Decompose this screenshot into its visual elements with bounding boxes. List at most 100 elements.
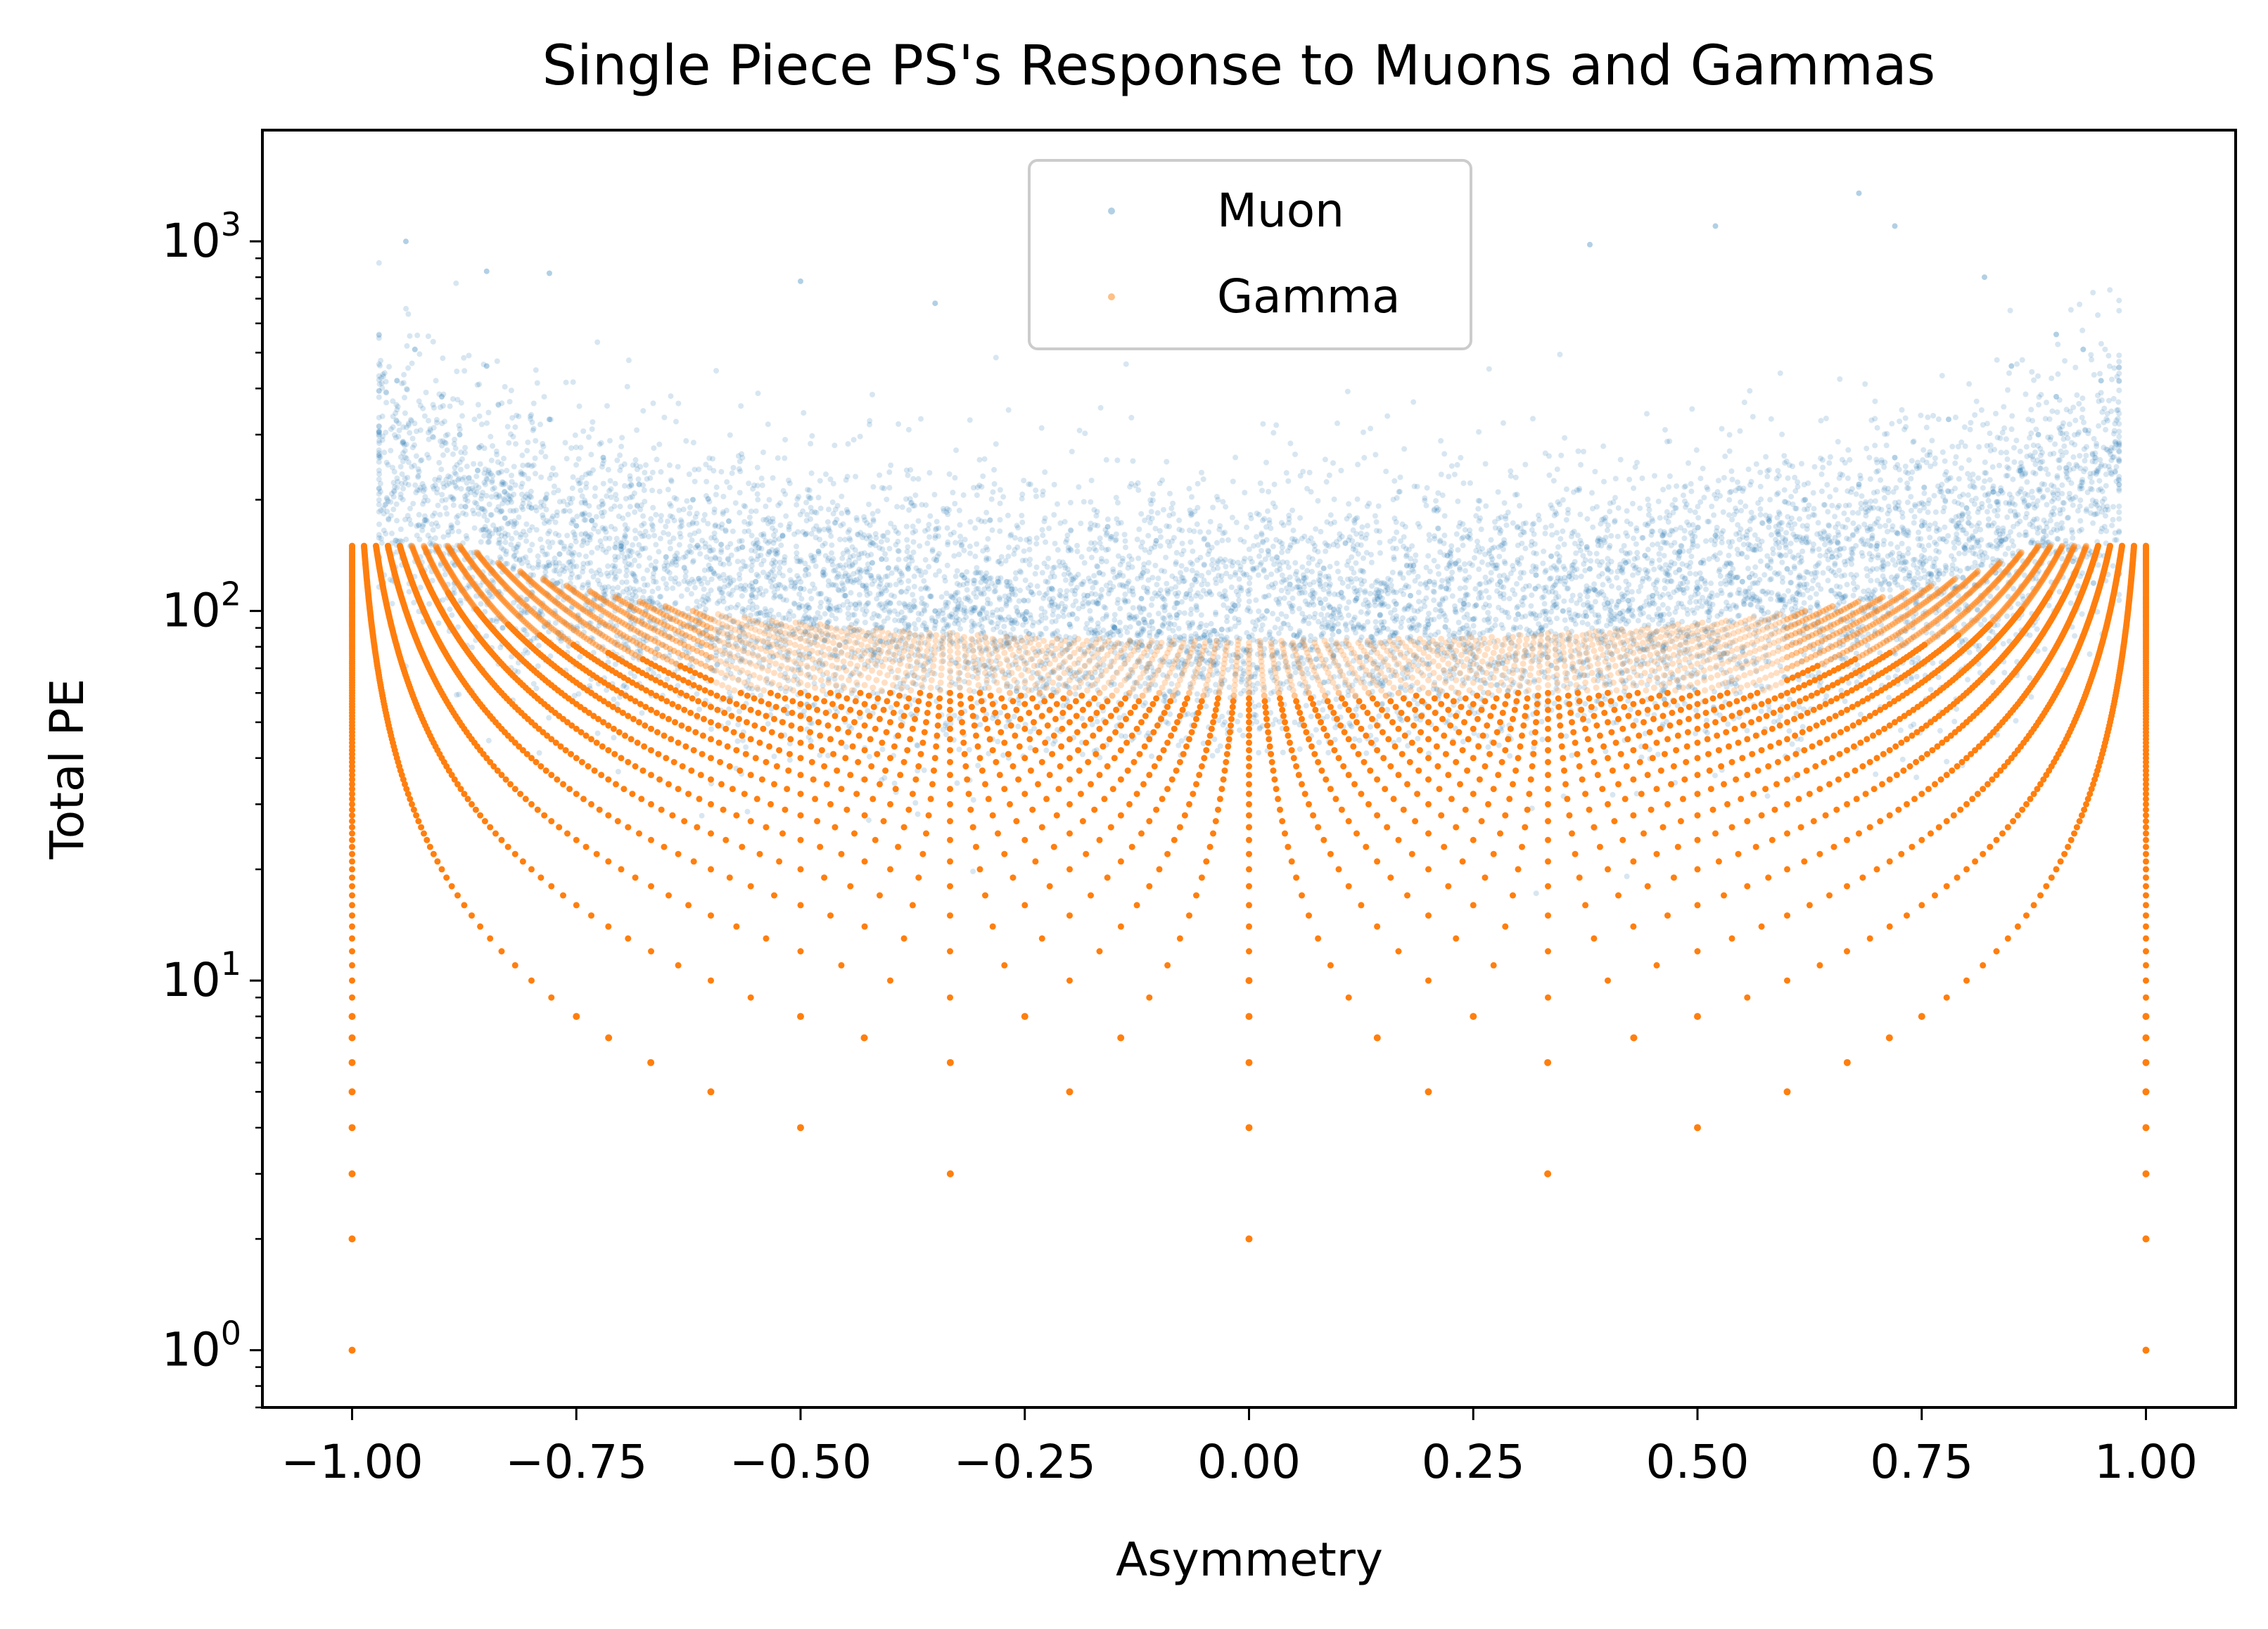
muon-point [570, 474, 576, 480]
muon-point [1063, 596, 1069, 602]
muon-point [699, 581, 705, 587]
muon-point [1449, 569, 1455, 575]
muon-point [1595, 672, 1602, 679]
muon-point [400, 485, 407, 492]
muon-point [1548, 553, 1554, 559]
muon-point [646, 555, 653, 561]
muon-point [1614, 533, 1621, 539]
muon-point [1145, 532, 1152, 539]
muon-point [1198, 594, 1204, 600]
muon-point [1993, 411, 1999, 416]
muon-point [484, 420, 490, 426]
muon-point [1695, 504, 1701, 510]
muon-point [1033, 487, 1039, 494]
muon-point [1689, 544, 1695, 551]
muon-point [832, 442, 838, 449]
muon-point [1459, 535, 1465, 542]
muon-point [2086, 428, 2092, 433]
muon-point [1487, 675, 1493, 682]
muon-point [780, 487, 786, 494]
muon-point [1584, 544, 1590, 550]
muon-point [1271, 481, 1278, 487]
muon-point [485, 596, 491, 603]
muon-point [908, 711, 915, 717]
muon-point [988, 496, 995, 502]
muon-point [1281, 595, 1287, 601]
muon-point [2041, 646, 2048, 652]
muon-point [680, 554, 687, 561]
muon-point [1396, 736, 1402, 743]
muon-point [1726, 448, 1733, 454]
muon-point [1379, 664, 1385, 670]
muon-point [383, 429, 389, 435]
muon-point [1218, 573, 1225, 579]
muon-point [543, 495, 549, 502]
muon-point [622, 532, 628, 538]
muon-point [1963, 542, 1969, 548]
muon-point [412, 558, 418, 565]
muon-point [1008, 620, 1014, 626]
muon-point [1246, 599, 1252, 605]
muon-point [578, 445, 584, 451]
muon-point [677, 654, 683, 660]
muon-point [571, 693, 578, 698]
muon-point [1004, 633, 1010, 639]
muon-point [1604, 566, 1610, 572]
muon-point [1603, 634, 1609, 640]
muon-point [1929, 437, 1935, 444]
muon-point [674, 612, 680, 618]
muon-point [518, 613, 524, 619]
muon-point [676, 542, 682, 548]
muon-point [1783, 530, 1790, 536]
muon-point [1426, 532, 1432, 538]
muon-point [1909, 469, 1916, 475]
muon-point [801, 410, 807, 416]
muon-point [1593, 588, 1599, 594]
muon-point [1730, 639, 1736, 646]
muon-point [1485, 610, 1491, 615]
muon-point [1278, 587, 1285, 594]
muon-point [737, 708, 742, 715]
muon-point [607, 478, 613, 484]
muon-point [944, 525, 950, 531]
muon-point [1036, 686, 1043, 693]
muon-point [399, 381, 405, 387]
muon-point [658, 513, 664, 519]
muon-point [1873, 771, 1879, 777]
muon-point [1045, 556, 1052, 561]
muon-point [786, 524, 792, 530]
muon-point [534, 380, 540, 386]
muon-point [1764, 473, 1771, 480]
muon-point [1898, 642, 1904, 649]
muon-point [522, 610, 528, 616]
muon-point [2063, 430, 2070, 437]
muon-point [1937, 536, 1943, 542]
muon-point [440, 403, 446, 409]
muon-point [720, 561, 727, 568]
muon-point [1971, 544, 1977, 551]
muon-point [578, 531, 585, 537]
muon-point [2115, 476, 2122, 483]
muon-point [1928, 686, 1934, 693]
muon-point [728, 604, 734, 611]
muon-point [400, 380, 407, 386]
muon-point [1882, 523, 1889, 529]
muon-point [1582, 557, 1588, 563]
muon-point [657, 535, 663, 542]
muon-point [593, 513, 599, 520]
muon-point [508, 485, 514, 492]
muon-point [529, 419, 535, 426]
muon-point [1113, 494, 1119, 501]
muon-point [1770, 550, 1776, 556]
muon-point [1968, 523, 1975, 529]
muon-point [896, 600, 903, 606]
muon-point [1681, 528, 1688, 534]
muon-point [1742, 593, 1748, 599]
muon-point [661, 575, 667, 582]
muon-point [1666, 611, 1672, 618]
muon-point [1374, 594, 1380, 600]
muon-point [668, 503, 674, 509]
muon-point [2103, 483, 2109, 489]
muon-point [583, 480, 590, 487]
muon-point [588, 452, 594, 458]
